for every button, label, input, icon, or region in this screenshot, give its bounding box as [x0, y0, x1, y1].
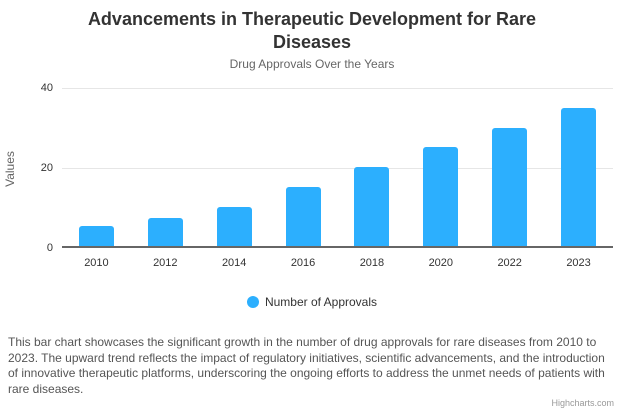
- bar-slot-2020: [406, 88, 475, 246]
- x-tick-label-2014: 2014: [221, 257, 247, 269]
- bar-slot-2014: [200, 88, 269, 246]
- bar-slot-2010: [62, 88, 131, 246]
- plot-area: [62, 88, 613, 248]
- bar-slot-2012: [131, 88, 200, 246]
- highcharts-credit[interactable]: Highcharts.com: [551, 398, 614, 408]
- bar-2014[interactable]: [216, 206, 252, 246]
- x-tick-label-2023: 2023: [566, 257, 591, 269]
- bar-2010[interactable]: [78, 226, 114, 246]
- legend[interactable]: Number of Approvals: [0, 295, 624, 309]
- x-tick-label-2018: 2018: [359, 257, 385, 269]
- x-axis-labels: 2010 2012 2014 2016 2018 2020 2022 2023: [62, 257, 613, 269]
- bar-slot-2018: [338, 88, 407, 246]
- bar-series: [62, 88, 613, 246]
- x-tick-label-2020: 2020: [428, 257, 454, 269]
- bar-2020[interactable]: [423, 147, 459, 246]
- legend-marker-icon: [246, 296, 259, 308]
- bar-slot-2016: [269, 88, 338, 246]
- gridline-20: [62, 168, 613, 169]
- chart-title: Advancements in Therapeutic Development …: [0, 8, 624, 54]
- bar-slot-2023: [544, 88, 613, 246]
- x-tick-label-2012: 2012: [153, 257, 178, 269]
- bar-2022[interactable]: [492, 127, 528, 246]
- gridline-40: [62, 88, 613, 89]
- bar-2016[interactable]: [285, 186, 321, 246]
- y-axis-title: Values: [3, 151, 17, 187]
- bar-2023[interactable]: [561, 107, 597, 246]
- legend-item-label: Number of Approvals: [264, 295, 378, 309]
- chart-caption: This bar chart showcases the significant…: [8, 335, 605, 396]
- bar-2012[interactable]: [147, 218, 183, 246]
- bar-2018[interactable]: [354, 167, 390, 246]
- x-tick-label-2016: 2016: [290, 257, 316, 269]
- y-tick-label-40: 40: [40, 82, 53, 94]
- x-tick-label-2010: 2010: [84, 257, 109, 269]
- x-tick-label-2022: 2022: [497, 257, 522, 269]
- chart-subtitle: Drug Approvals Over the Years: [229, 57, 395, 71]
- bar-slot-2022: [475, 88, 544, 246]
- chart-title-text: Advancements in Therapeutic Development …: [87, 9, 537, 52]
- y-tick-label-0: 0: [46, 242, 53, 254]
- y-tick-label-20: 20: [40, 162, 53, 174]
